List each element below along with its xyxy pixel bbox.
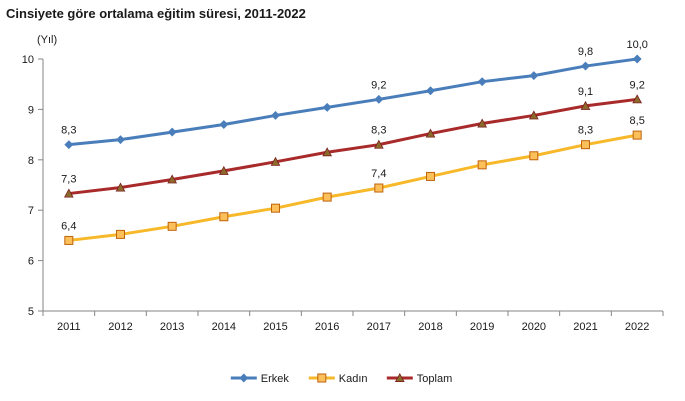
series-line-toplam: [68, 97, 638, 196]
data-point-toplam: [167, 174, 178, 184]
data-point-kad-n: [219, 212, 229, 222]
y-tick-label: 10: [22, 54, 34, 66]
data-point-toplam: [528, 110, 539, 120]
x-tick-label: 2018: [418, 321, 442, 333]
x-tick-label: 2020: [522, 321, 546, 333]
data-point-erkek: [167, 127, 177, 137]
y-tick-label: 9: [28, 104, 34, 116]
data-point-kad-n: [64, 235, 74, 245]
series-line-erkek: [68, 57, 638, 147]
data-point-kad-n: [477, 160, 487, 170]
legend-label-erkek: Erkek: [261, 373, 290, 385]
data-point-toplam: [218, 165, 229, 175]
data-point-toplam: [632, 94, 643, 104]
data-point-toplam: [373, 139, 384, 149]
legend-marker-erkek: [239, 373, 249, 383]
data-point-kad-n: [426, 171, 435, 181]
legend-label-toplam: Toplam: [417, 373, 452, 385]
data-point-toplam: [425, 128, 436, 138]
data-point-erkek: [529, 71, 539, 81]
x-tick-label: 2019: [470, 321, 494, 333]
data-label-kad-n: 7,4: [371, 168, 386, 180]
data-point-kad-n: [581, 140, 590, 150]
y-tick-label: 7: [28, 205, 34, 217]
data-label-toplam: 8,3: [371, 125, 386, 137]
data-point-kad-n: [529, 151, 539, 161]
data-point-erkek: [322, 102, 332, 112]
data-point-kad-n: [116, 229, 125, 239]
data-point-erkek: [477, 77, 487, 87]
x-tick-label: 2014: [212, 321, 236, 333]
x-tick-label: 2011: [57, 321, 81, 333]
data-label-toplam: 9,1: [578, 86, 593, 98]
x-tick-label: 2017: [367, 321, 391, 333]
data-label-kad-n: 8,5: [630, 115, 645, 127]
data-point-kad-n: [271, 203, 280, 213]
data-point-toplam: [115, 182, 126, 192]
data-point-kad-n: [167, 221, 177, 231]
data-label-erkek: 8,3: [61, 125, 76, 137]
data-point-toplam: [322, 147, 333, 157]
data-point-erkek: [632, 54, 642, 64]
y-tick-label: 5: [28, 306, 34, 318]
data-point-erkek: [270, 110, 281, 121]
data-point-toplam: [477, 118, 488, 128]
data-point-erkek: [115, 135, 126, 145]
data-label-kad-n: 6,4: [61, 220, 76, 232]
x-tick-label: 2022: [625, 321, 649, 333]
x-tick-label: 2012: [108, 321, 132, 333]
data-point-erkek: [219, 119, 229, 130]
y-tick-label: 8: [28, 155, 34, 167]
data-point-erkek: [64, 140, 74, 150]
x-tick-label: 2016: [315, 321, 339, 333]
x-tick-label: 2015: [263, 321, 287, 333]
data-point-erkek: [374, 94, 384, 104]
data-label-erkek: 10,0: [626, 39, 647, 51]
y-axis-label: (Yıl): [37, 34, 57, 46]
x-tick-label: 2021: [573, 321, 597, 333]
legend-marker-toplam: [394, 372, 405, 382]
data-point-kad-n: [632, 130, 642, 140]
legend-label-kad-n: Kadın: [339, 373, 368, 385]
data-point-toplam: [580, 100, 591, 110]
data-point-erkek: [580, 61, 591, 71]
data-point-toplam: [270, 156, 281, 166]
series-line-kad-n: [68, 133, 638, 242]
data-point-kad-n: [322, 192, 332, 202]
data-label-toplam: 7,3: [61, 174, 76, 186]
data-label-erkek: 9,8: [578, 46, 593, 58]
data-point-kad-n: [374, 183, 384, 193]
x-tick-label: 2013: [160, 321, 184, 333]
data-label-kad-n: 8,3: [578, 125, 593, 137]
data-label-toplam: 9,2: [630, 79, 645, 91]
data-label-erkek: 9,2: [371, 79, 386, 91]
chart-title: Cinsiyete göre ortalama eğitim süresi, 2…: [6, 6, 306, 21]
data-point-erkek: [425, 86, 436, 96]
y-tick-label: 6: [28, 256, 34, 268]
legend-marker-kad-n: [317, 373, 327, 383]
data-point-toplam: [63, 188, 74, 198]
